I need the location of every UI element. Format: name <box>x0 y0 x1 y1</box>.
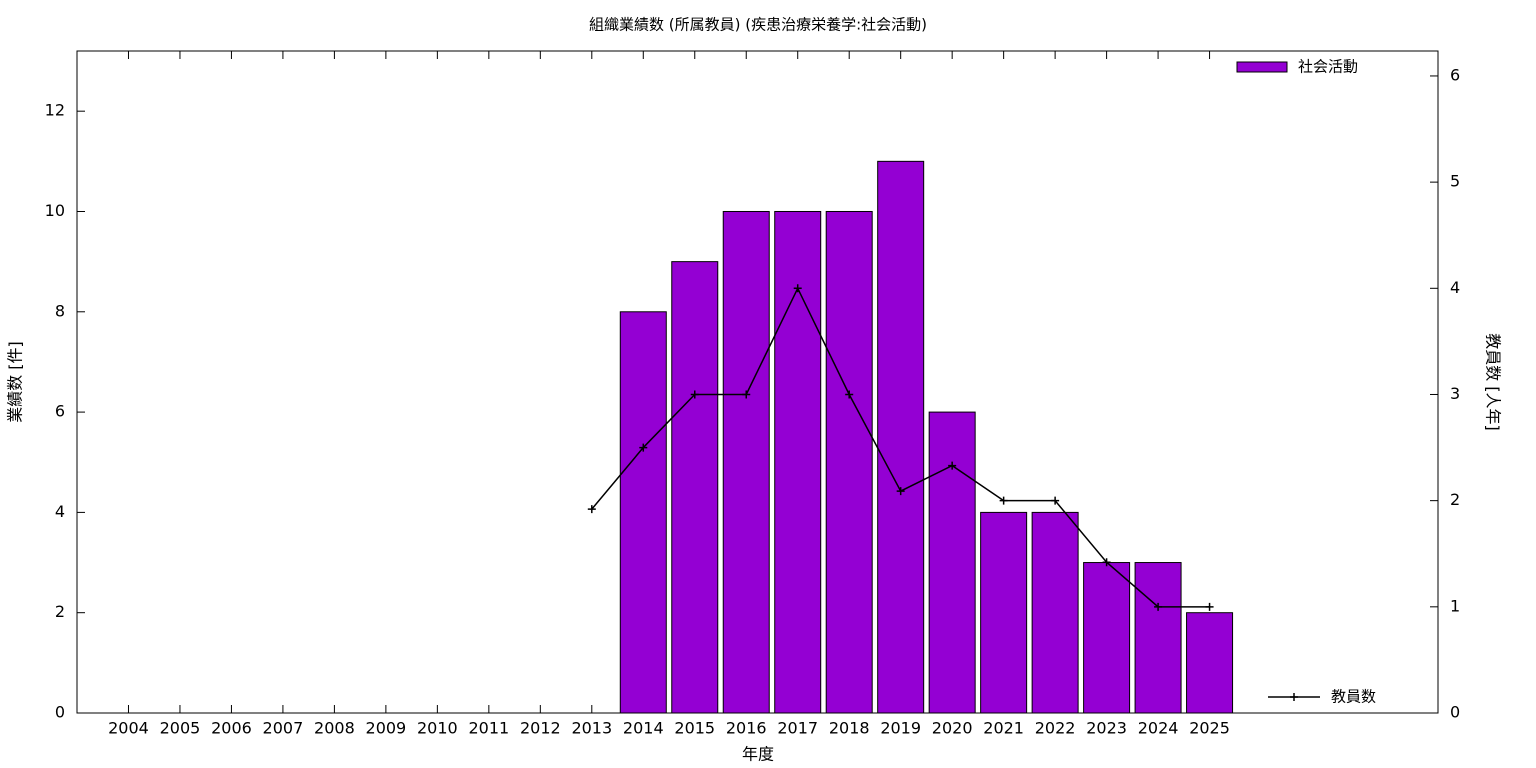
bar <box>877 160 925 714</box>
bar <box>1134 562 1182 714</box>
x-tick-label: 2025 <box>1189 719 1230 738</box>
x-tick-label: 2010 <box>417 719 458 738</box>
point <box>1154 602 1163 611</box>
y-tick-label: 4 <box>55 502 65 521</box>
bar <box>1083 562 1131 714</box>
x-tick-label: 2005 <box>160 719 201 738</box>
x-tick-label: 2007 <box>263 719 304 738</box>
y2-axis-label: 教員数 [人年] <box>1484 333 1503 431</box>
y2-tick-label: 6 <box>1450 65 1460 84</box>
y-tick-label: 6 <box>55 402 65 421</box>
x-tick-label: 2019 <box>880 719 921 738</box>
point <box>1205 602 1214 611</box>
bar <box>1031 511 1079 714</box>
x-tick-label: 2011 <box>468 719 509 738</box>
point <box>845 390 854 399</box>
legend-swatch <box>1290 693 1298 701</box>
bar <box>671 261 719 714</box>
bar <box>774 210 822 714</box>
bar <box>722 210 770 714</box>
point <box>896 487 905 496</box>
legend-label: 教員数 <box>1331 688 1376 706</box>
y2-tick-label: 0 <box>1450 703 1460 722</box>
x-tick-label: 2004 <box>108 719 149 738</box>
y-tick-label: 0 <box>55 703 65 722</box>
point <box>639 443 648 452</box>
y2-tick-label: 4 <box>1450 278 1460 297</box>
bar <box>1186 612 1234 714</box>
x-tick-label: 2020 <box>932 719 973 738</box>
point <box>742 390 751 399</box>
x-tick-label: 2012 <box>520 719 561 738</box>
y-tick-label: 10 <box>45 201 65 220</box>
bar <box>619 311 667 714</box>
y2-tick-label: 5 <box>1450 172 1460 191</box>
point <box>690 390 699 399</box>
x-tick-label: 2008 <box>314 719 355 738</box>
bar <box>928 411 976 714</box>
y-tick-label: 2 <box>55 602 65 621</box>
point <box>999 496 1008 505</box>
x-tick-label: 2016 <box>726 719 767 738</box>
x-tick-label: 2015 <box>674 719 715 738</box>
y2-tick-label: 3 <box>1450 384 1460 403</box>
y-tick-label: 8 <box>55 301 65 320</box>
y-tick-label: 12 <box>45 101 65 120</box>
x-tick-label: 2021 <box>983 719 1024 738</box>
legend-label: 社会活動 <box>1298 58 1358 76</box>
point <box>1051 496 1060 505</box>
point <box>793 284 802 293</box>
x-tick-label: 2024 <box>1138 719 1179 738</box>
x-tick-label: 2018 <box>829 719 870 738</box>
x-tick-label: 2017 <box>777 719 818 738</box>
bar <box>825 210 873 714</box>
bar <box>980 511 1028 714</box>
x-tick-label: 2022 <box>1035 719 1076 738</box>
legend-swatch <box>1236 61 1288 73</box>
y2-tick-label: 2 <box>1450 490 1460 509</box>
x-tick-label: 2023 <box>1086 719 1127 738</box>
x-tick-label: 2014 <box>623 719 664 738</box>
y2-tick-label: 1 <box>1450 596 1460 615</box>
chart-title: 組織業績数 (所属教員) (疾患治療栄養学:社会活動) <box>589 16 927 34</box>
point <box>1102 558 1111 567</box>
point <box>587 505 596 514</box>
x-tick-label: 2006 <box>211 719 252 738</box>
point <box>948 461 957 470</box>
x-tick-label: 2009 <box>366 719 407 738</box>
x-tick-label: 2013 <box>571 719 612 738</box>
x-axis-label: 年度 <box>742 745 774 764</box>
y-axis-label: 業績数 [件] <box>6 341 25 423</box>
